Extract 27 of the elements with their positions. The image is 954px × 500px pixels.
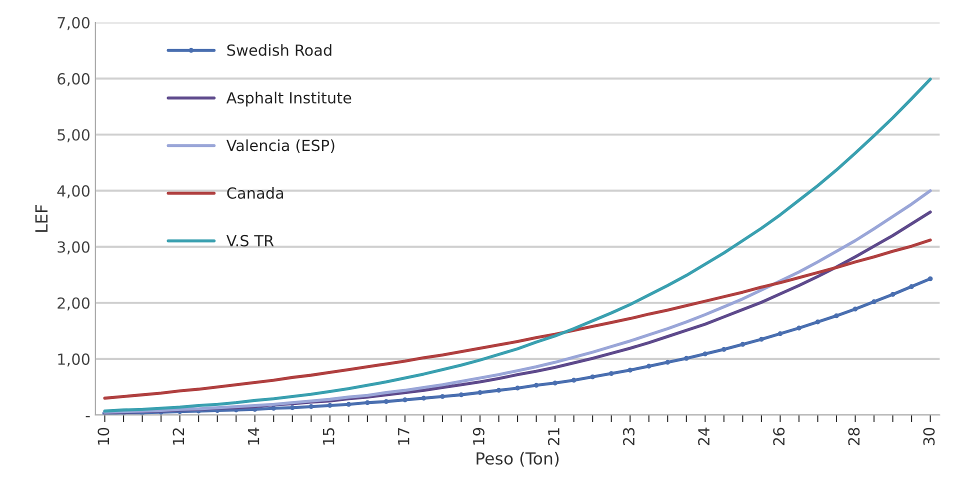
x-tick-label: 10 (98, 428, 110, 445)
x-tick-label: 17 (398, 428, 410, 445)
y-tick-label: 1,00 (58, 353, 90, 367)
x-tick-label: 12 (172, 428, 184, 445)
y-tick-label: 6,00 (58, 73, 90, 86)
y-tick-label: 3,00 (58, 241, 90, 254)
x-tick-label: 24 (698, 428, 710, 446)
x-tick-label: 19 (472, 428, 484, 445)
x-tick-label: 14 (248, 428, 260, 445)
x-tick-label: 23 (622, 428, 635, 446)
x-tick-label: 30 (923, 428, 935, 446)
legend-label: V.S TR (226, 234, 274, 246)
x-tick-label: 26 (773, 428, 785, 446)
legend-label: Canada (227, 187, 284, 199)
y-tick-label: 7,00 (58, 16, 90, 30)
y-tick-label: - (86, 416, 90, 418)
x-tick-label: 21 (548, 428, 560, 446)
legend-label: Valencia (ESP) (226, 139, 334, 153)
y-tick-label: 5,00 (58, 129, 90, 142)
y-axis-title: LEF (35, 205, 48, 232)
x-tick-label: 15 (323, 428, 334, 445)
x-tick-label: 28 (848, 428, 860, 446)
y-tick-label: 2,00 (58, 297, 90, 310)
legend-label: Swedish Road (227, 44, 332, 56)
legend-label: Asphalt Institute (226, 92, 352, 107)
x-axis-title: Peso (Ton) (476, 452, 559, 467)
y-tick-label: 4,00 (57, 185, 90, 198)
